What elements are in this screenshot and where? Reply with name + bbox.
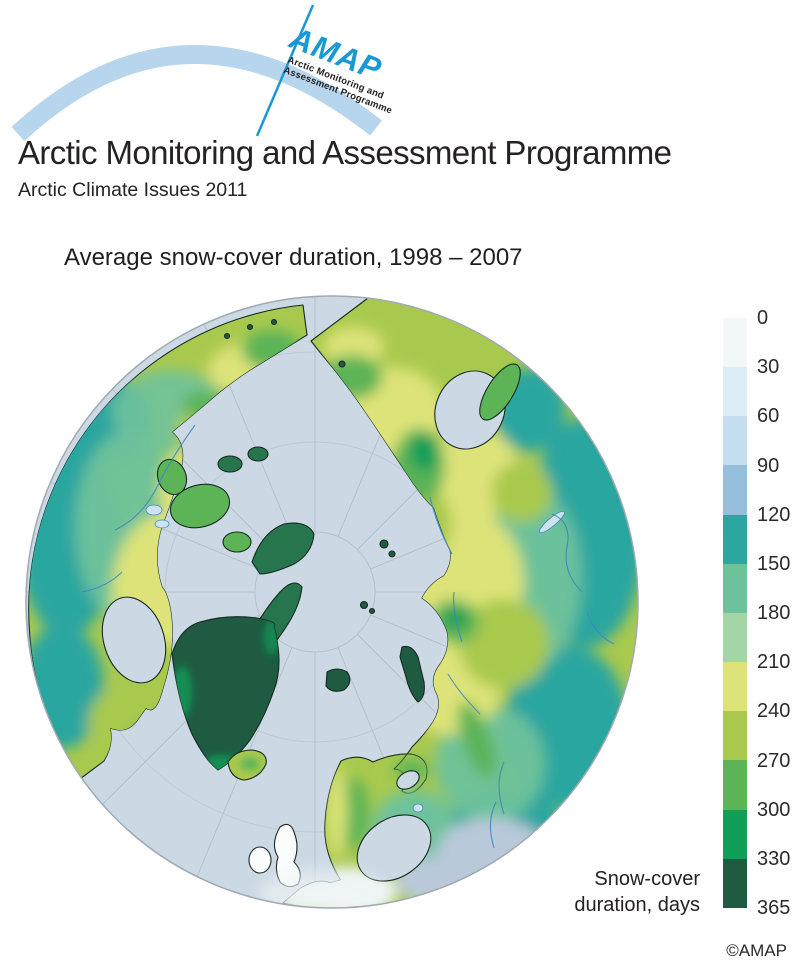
hudson-bay bbox=[101, 596, 167, 684]
figure-title: Average snow-cover duration, 1998 – 2007 bbox=[64, 244, 523, 271]
legend-tick: 150 bbox=[757, 552, 791, 575]
legend-band bbox=[723, 760, 747, 810]
legend-band bbox=[723, 514, 747, 564]
baltic-sea bbox=[356, 814, 432, 882]
legend-band bbox=[723, 318, 747, 368]
legend-tick: 120 bbox=[757, 503, 791, 526]
legend-title-line1: Snow-cover bbox=[594, 868, 700, 890]
legend-band bbox=[723, 416, 747, 466]
legend-tick: 30 bbox=[757, 356, 780, 379]
legend-title-line2: duration, days bbox=[574, 894, 700, 916]
franz-josef-land bbox=[359, 600, 369, 610]
page-title: Arctic Monitoring and Assessment Program… bbox=[18, 134, 672, 171]
legend-swatches bbox=[723, 318, 793, 908]
iceland-highlands bbox=[240, 758, 260, 770]
legend-tick: 300 bbox=[757, 798, 791, 821]
rivers bbox=[81, 424, 615, 849]
legend-tick: 330 bbox=[757, 847, 791, 870]
mackenzie-river bbox=[114, 424, 196, 531]
ob-river bbox=[447, 673, 481, 715]
amap-logo: AMAP Arctic Monitoring and Assessment Pr… bbox=[277, 20, 409, 117]
yenisei-river bbox=[453, 591, 463, 643]
legend-band bbox=[723, 711, 747, 761]
wrangel-island bbox=[338, 360, 346, 368]
legend-tick: 240 bbox=[757, 700, 791, 723]
severnaya-zemlya bbox=[379, 539, 389, 549]
arctic-islands bbox=[223, 318, 425, 703]
legend-title: Snow-cover duration, days bbox=[500, 866, 700, 918]
white-sea bbox=[396, 770, 420, 790]
lena-river bbox=[429, 496, 453, 555]
legend-band bbox=[723, 612, 747, 663]
eurasia-snow-zones bbox=[283, 327, 638, 908]
legend-tick: 210 bbox=[757, 651, 791, 674]
ireland bbox=[248, 846, 272, 874]
legend-band bbox=[723, 662, 747, 712]
legend-tick: 60 bbox=[757, 405, 780, 428]
snow-cover-map bbox=[25, 295, 639, 909]
greenland-landmass bbox=[171, 616, 280, 771]
svalbard bbox=[325, 668, 351, 692]
volga-river bbox=[489, 801, 497, 849]
legend-tick: 270 bbox=[757, 749, 791, 772]
map-rim bbox=[25, 295, 639, 909]
legend-band bbox=[723, 563, 747, 613]
snow-duration-legend: 0 30 60 90 120 150 180 210 240 270 300 330 365 bbox=[723, 307, 793, 919]
legend-band bbox=[723, 465, 747, 515]
legend-tick: 90 bbox=[757, 454, 780, 477]
great-slave-lake bbox=[154, 519, 170, 529]
legend-tick: 180 bbox=[757, 602, 791, 625]
meridian-line bbox=[188, 296, 293, 537]
legend-band bbox=[723, 858, 747, 908]
legend-band bbox=[723, 367, 747, 417]
legend-band bbox=[723, 809, 747, 859]
copyright: ©AMAP bbox=[726, 941, 787, 960]
great-bear-lake bbox=[145, 504, 163, 516]
legend-tick: 365 bbox=[757, 897, 791, 920]
page-subtitle: Arctic Climate Issues 2011 bbox=[18, 179, 248, 201]
kamchatka-peninsula bbox=[479, 363, 521, 421]
novaya-zemlya bbox=[399, 645, 425, 703]
legend-tick: 0 bbox=[757, 307, 769, 329]
